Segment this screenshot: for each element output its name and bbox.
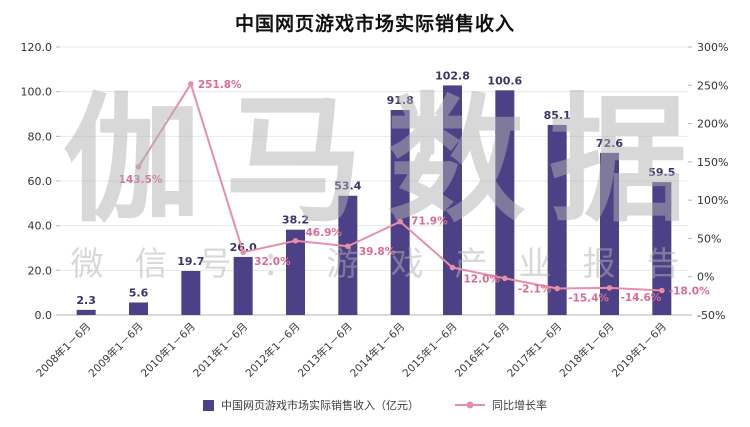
line-marker (397, 218, 403, 225)
y-right-tick-label: 200% (697, 118, 728, 131)
line-value-label: 71.9% (411, 216, 448, 228)
x-tick-label: 2011年1－6月 (190, 320, 250, 380)
line-marker (240, 249, 246, 256)
bar-value-label: 5.6 (129, 286, 149, 299)
x-tick-label: 2018年1－6月 (557, 320, 617, 380)
bar-value-label: 2.3 (76, 294, 96, 307)
x-tick-label: 2016年1－6月 (452, 320, 512, 380)
line-marker (502, 275, 508, 282)
legend-item-line: 同比增长率 (455, 397, 547, 413)
legend-bar-label: 中国网页游戏市场实际销售收入（亿元） (221, 399, 419, 412)
bar (233, 256, 253, 315)
chart-title: 中国网页游戏市场实际销售收入 (234, 13, 515, 35)
bar (129, 302, 148, 315)
line-marker (292, 238, 299, 244)
bar-value-label: 53.4 (334, 180, 361, 193)
line-swatch-icon (455, 401, 485, 409)
x-tick-label: 2015年1－6月 (400, 320, 460, 380)
line-marker (449, 264, 456, 271)
legend: 中国网页游戏市场实际销售收入（亿元） 同比增长率 (0, 397, 750, 413)
y-left-tick-label: 40.0 (28, 220, 53, 233)
legend-item-bar: 中国网页游戏市场实际销售收入（亿元） (203, 397, 419, 413)
bar-value-label: 91.8 (387, 94, 414, 107)
y-right-tick-label: 100% (697, 194, 728, 207)
y-left-tick-label: 100.0 (21, 86, 53, 99)
bar-value-label: 38.2 (282, 214, 309, 227)
bar (443, 85, 462, 315)
line-marker (135, 164, 142, 170)
line-marker (606, 285, 613, 291)
y-left-tick-label: 80.0 (28, 130, 53, 143)
line-value-label: 12.0% (464, 274, 501, 286)
line-value-label: -15.4% (568, 293, 609, 305)
bar (600, 152, 619, 315)
bar (181, 271, 201, 315)
y-left-tick-label: 20.0 (28, 264, 53, 277)
y-right-tick-label: -50% (697, 309, 725, 322)
y-right-tick-label: 250% (697, 79, 728, 92)
x-tick-label: 2014年1－6月 (347, 320, 407, 380)
bar-swatch-icon (203, 399, 214, 411)
bar-value-label: 102.8 (435, 69, 470, 82)
line-marker (345, 243, 351, 250)
y-left-tick-label: 0.0 (35, 309, 53, 322)
bar (338, 195, 358, 315)
x-tick-label: 2008年1－6月 (33, 320, 93, 380)
bar (76, 309, 96, 315)
y-right-tick-label: 50% (697, 232, 721, 245)
line-marker (554, 285, 560, 292)
y-right-tick-label: 0% (697, 271, 714, 284)
y-left-tick-label: 120.0 (21, 41, 53, 54)
bar (390, 109, 410, 315)
x-tick-label: 2017年1－6月 (504, 320, 564, 380)
line-value-label: -14.6% (621, 292, 662, 304)
line-marker (659, 287, 665, 294)
legend-line-label: 同比增长率 (492, 399, 547, 412)
y-right-tick-label: 300% (697, 41, 728, 54)
line-value-label: -18.0% (669, 285, 710, 297)
bar (652, 182, 672, 315)
line-value-label: 39.8% (359, 246, 396, 258)
x-tick-label: 2009年1－6月 (86, 320, 146, 380)
bar (495, 90, 515, 316)
line-marker (188, 81, 194, 87)
bar-value-label: 59.5 (648, 166, 675, 179)
bar-value-label: 100.6 (487, 74, 522, 87)
line-value-label: 143.5% (119, 174, 163, 186)
bar-value-label: 85.1 (544, 109, 571, 122)
x-tick-label: 2013年1－6月 (295, 320, 355, 380)
line-value-label: 46.9% (306, 227, 343, 239)
line-value-label: 251.8% (198, 79, 242, 91)
x-tick-label: 2012年1－6月 (243, 320, 303, 380)
line-value-label: 32.0% (254, 256, 291, 268)
bar (547, 124, 567, 316)
y-left-tick-label: 60.0 (28, 175, 53, 188)
line-marker-icon (466, 401, 474, 409)
x-tick-label: 2019年1－6月 (609, 320, 669, 380)
bar-value-label: 72.6 (596, 137, 623, 150)
y-right-tick-label: 150% (697, 156, 728, 169)
line-value-label: -2.1% (518, 283, 552, 295)
bar-value-label: 19.7 (177, 255, 204, 268)
bar (286, 229, 305, 315)
x-tick-label: 2010年1－6月 (138, 320, 198, 380)
